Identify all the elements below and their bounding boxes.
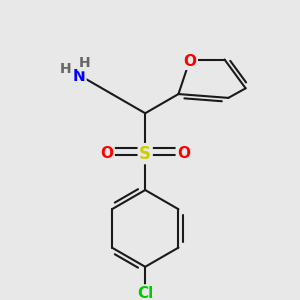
Text: O: O	[184, 53, 196, 68]
Text: Cl: Cl	[137, 286, 153, 300]
Text: H: H	[79, 56, 90, 70]
Text: N: N	[72, 69, 85, 84]
Text: H: H	[59, 62, 71, 76]
Text: O: O	[100, 146, 113, 160]
Text: S: S	[139, 145, 151, 163]
Text: O: O	[177, 146, 190, 160]
